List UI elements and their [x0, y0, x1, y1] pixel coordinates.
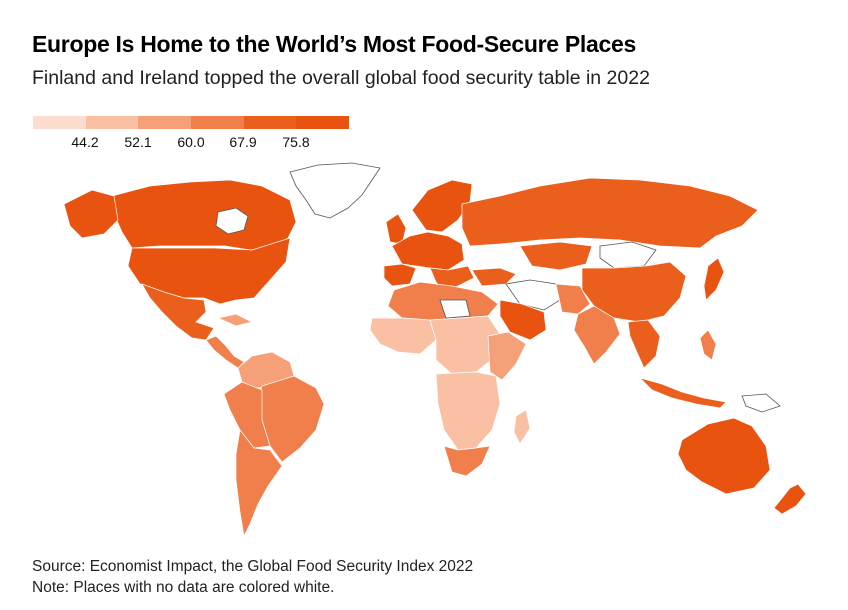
region-mexico — [141, 283, 215, 341]
region-madagascar — [513, 409, 531, 445]
region-argentina-chile — [235, 429, 283, 538]
source-note: Source: Economist Impact, the Global Foo… — [32, 558, 474, 575]
region-saudi-arabia — [499, 299, 547, 341]
region-australia — [677, 417, 771, 495]
region-peru-bolivia — [223, 381, 271, 449]
legend-swatch-3 — [138, 116, 192, 129]
legend-color-bar — [33, 116, 350, 129]
region-uk-ireland — [385, 213, 407, 245]
color-legend: 44.2 52.1 60.0 67.9 75.8 — [33, 116, 350, 150]
region-southeast-asia — [627, 319, 661, 369]
region-central-america — [205, 335, 245, 369]
region-india — [573, 305, 621, 365]
region-central-africa — [429, 315, 501, 375]
region-china — [581, 261, 687, 323]
region-new-zealand — [773, 483, 807, 515]
legend-tick-2: 52.1 — [124, 134, 152, 150]
region-hudson-bay — [215, 207, 249, 235]
region-japan — [703, 257, 725, 301]
region-kazakhstan — [519, 241, 593, 271]
region-pakistan-afghanistan — [555, 283, 591, 315]
region-iberia — [383, 263, 417, 287]
region-mongolia — [599, 241, 657, 269]
no-data-note: Note: Places with no data are colored wh… — [32, 579, 335, 596]
region-indonesia — [638, 377, 727, 409]
legend-tick-4: 67.9 — [229, 134, 257, 150]
legend-swatch-4 — [191, 116, 244, 129]
region-greenland — [289, 162, 381, 219]
region-cuba — [216, 313, 254, 327]
chart-title: Europe Is Home to the World’s Most Food-… — [32, 31, 636, 57]
region-western-europe — [391, 231, 465, 271]
map-svg — [63, 162, 807, 538]
legend-tick-5: 75.8 — [282, 134, 310, 150]
region-libya-sahara-gap — [439, 299, 471, 319]
legend-swatch-2 — [85, 116, 139, 129]
region-turkey — [471, 267, 517, 287]
region-philippines — [699, 329, 717, 361]
legend-swatch-5 — [243, 116, 297, 129]
chart-subtitle: Finland and Ireland topped the overall g… — [32, 67, 650, 89]
legend-tick-1: 44.2 — [71, 134, 99, 150]
region-south-africa — [443, 445, 491, 477]
region-east-africa — [487, 331, 527, 381]
region-southern-africa — [435, 371, 501, 451]
region-alaska — [63, 189, 119, 239]
region-canada — [111, 179, 297, 251]
region-russia — [461, 177, 759, 249]
region-west-africa — [369, 317, 437, 355]
region-new-guinea — [741, 393, 781, 413]
legend-swatch-6 — [296, 116, 350, 129]
legend-swatch-1 — [33, 116, 86, 129]
world-choropleth-map — [0, 155, 848, 550]
region-brazil — [257, 375, 325, 463]
legend-tick-3: 60.0 — [177, 134, 205, 150]
